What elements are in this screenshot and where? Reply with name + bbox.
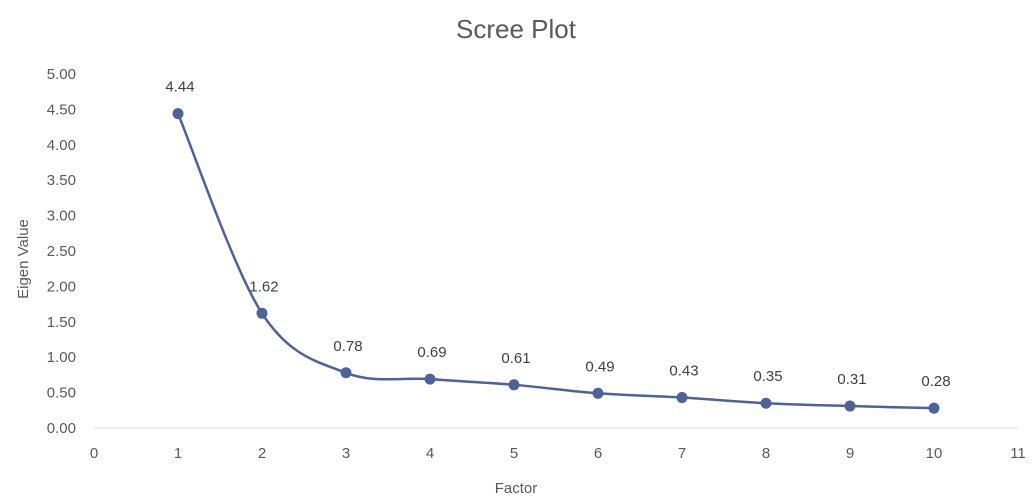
data-label: 0.43 (669, 363, 698, 380)
data-label: 0.78 (333, 338, 362, 355)
data-point (424, 373, 436, 385)
data-label: 0.35 (753, 368, 782, 385)
y-tick-label: 3.50 (47, 172, 76, 189)
y-axis-ticks: 0.00 0.50 1.00 1.50 2.00 2.50 3.00 3.50 4.00 4.50… (47, 66, 76, 437)
x-axis-label: Factor (495, 480, 538, 497)
y-tick-label: 1.50 (47, 314, 76, 331)
y-tick-label: 0.00 (47, 420, 76, 437)
data-label: 1.62 (249, 278, 278, 295)
x-axis-ticks: 0 1 2 3 4 5 6 7 8 9 10 11 (90, 445, 1026, 462)
data-label: 4.44 (165, 79, 194, 96)
x-tick-label: 0 (90, 445, 98, 462)
data-point (928, 402, 940, 414)
series-line (176, 113, 935, 410)
x-tick-label: 6 (594, 445, 602, 462)
chart-title: Scree Plot (456, 14, 577, 44)
data-label: 0.69 (417, 344, 446, 361)
x-tick-label: 2 (258, 445, 266, 462)
data-label: 0.31 (837, 371, 866, 388)
x-tick-label: 7 (678, 445, 686, 462)
y-tick-label: 5.00 (47, 66, 76, 83)
x-tick-label: 3 (342, 445, 350, 462)
data-point (760, 397, 772, 409)
x-tick-label: 5 (510, 445, 518, 462)
x-tick-label: 9 (846, 445, 854, 462)
data-point (844, 400, 856, 412)
y-tick-label: 1.00 (47, 349, 76, 366)
data-points (172, 108, 940, 414)
data-label: 0.61 (501, 350, 530, 367)
data-labels: 4.44 1.62 0.78 0.69 0.61 0.49 0.43 0.35 0.31 0.28 (165, 79, 950, 391)
y-axis-label: Eigen Value (15, 219, 32, 299)
y-tick-label: 0.50 (47, 385, 76, 402)
y-tick-label: 3.00 (47, 208, 76, 225)
data-point (508, 379, 520, 391)
data-point (340, 367, 352, 379)
data-label: 0.28 (921, 373, 950, 390)
y-tick-label: 2.00 (47, 278, 76, 295)
y-tick-label: 4.00 (47, 137, 76, 154)
data-point (592, 387, 604, 399)
x-tick-label: 8 (762, 445, 770, 462)
x-tick-label: 11 (1010, 445, 1026, 462)
data-point (172, 108, 184, 120)
data-point (676, 392, 688, 404)
y-tick-label: 4.50 (47, 101, 76, 118)
y-tick-label: 2.50 (47, 243, 76, 260)
data-point (256, 307, 268, 319)
x-tick-label: 1 (174, 445, 182, 462)
x-tick-label: 4 (426, 445, 434, 462)
x-tick-label: 10 (926, 445, 943, 462)
data-label: 0.49 (585, 358, 614, 375)
